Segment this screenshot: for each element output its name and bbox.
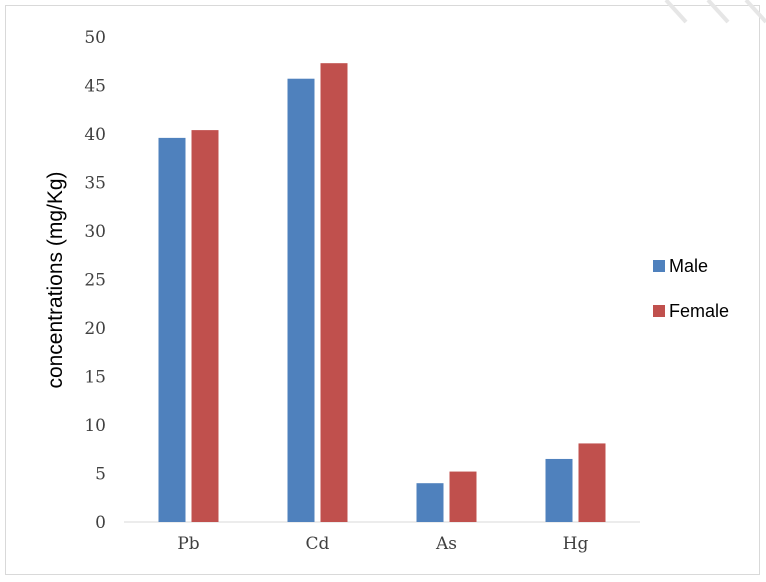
legend-label-male: Male bbox=[669, 256, 708, 276]
chart-frame bbox=[5, 5, 760, 575]
y-tick-label: 45 bbox=[84, 77, 106, 97]
bars bbox=[158, 63, 606, 523]
y-tick-label: 25 bbox=[84, 271, 106, 291]
y-tick-label: 10 bbox=[84, 416, 106, 436]
bar-hg-female bbox=[578, 443, 606, 522]
y-tick-label: 5 bbox=[95, 465, 106, 485]
y-tick-label: 20 bbox=[84, 319, 106, 339]
y-tick-label: 40 bbox=[84, 125, 106, 145]
legend: Male Female bbox=[653, 256, 729, 321]
bar-as-male bbox=[416, 483, 444, 522]
y-tick-label: 30 bbox=[84, 222, 106, 242]
bar-pb-female bbox=[191, 130, 219, 522]
y-tick-label: 50 bbox=[84, 28, 106, 48]
bar-as-female bbox=[449, 471, 477, 522]
x-axis-ticks: Pb Cd As Hg bbox=[177, 534, 588, 554]
x-tick-label-pb: Pb bbox=[177, 534, 199, 554]
y-tick-label: 0 bbox=[95, 513, 106, 533]
bar-cd-female bbox=[320, 63, 348, 522]
x-tick-label-cd: Cd bbox=[306, 534, 330, 554]
bar-cd-male bbox=[287, 78, 315, 523]
bar-hg-male bbox=[545, 458, 573, 522]
y-axis-title: concentrations (mg/Kg) bbox=[44, 171, 67, 388]
legend-swatch-male bbox=[653, 260, 665, 272]
legend-label-female: Female bbox=[669, 301, 729, 321]
x-tick-label-hg: Hg bbox=[563, 534, 589, 554]
y-tick-label: 15 bbox=[84, 368, 106, 388]
x-tick-label-as: As bbox=[435, 534, 457, 554]
y-tick-label: 35 bbox=[84, 174, 106, 194]
y-axis-ticks: 0 5 10 15 20 25 30 35 40 45 50 bbox=[84, 28, 106, 533]
bar-pb-male bbox=[158, 137, 186, 522]
legend-swatch-female bbox=[653, 305, 665, 317]
